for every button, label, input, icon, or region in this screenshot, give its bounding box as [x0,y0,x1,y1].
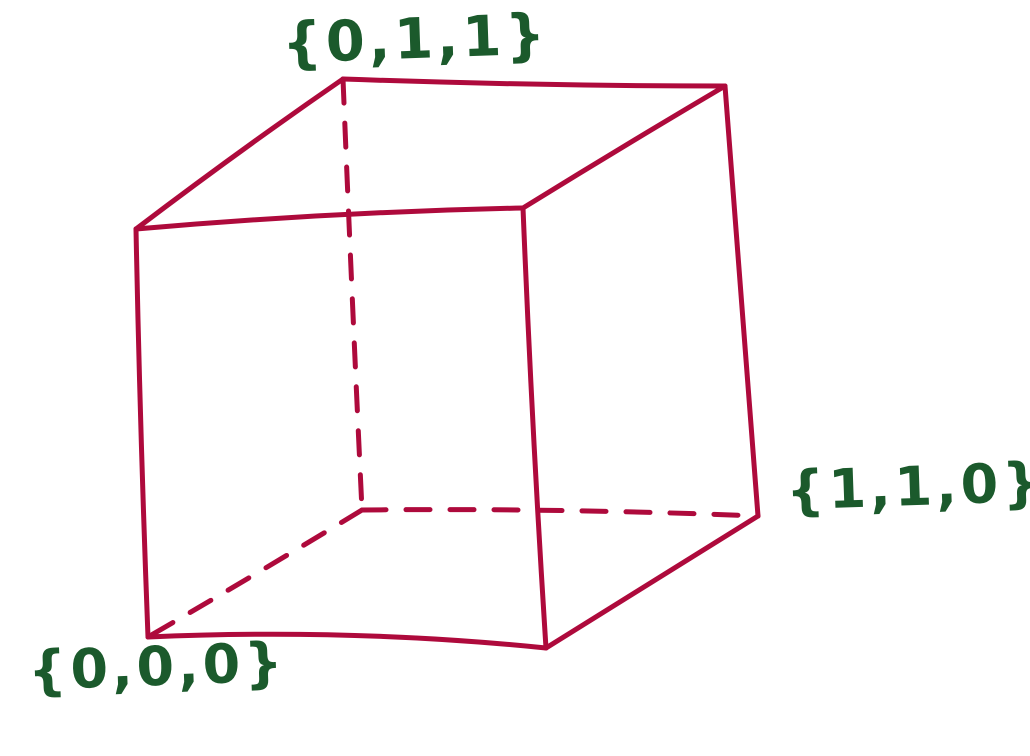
edge-hidden-bottom-left [145,507,365,640]
edge-front-left [133,226,151,640]
edge-front-right [520,205,549,651]
edge-top-left [133,76,346,232]
edge-top-right [520,83,728,211]
vertex-label-bottom-front-left: {0,0,0} [26,630,288,703]
vertex-label-bottom-back-right: {1,1,0} [784,450,1030,523]
edge-bottom-right [543,513,761,651]
edge-back-right [722,83,761,519]
edge-front-bottom [145,631,549,651]
edge-hidden-back-left [340,76,365,513]
vertex-label-top-back-left: {0,1,1} [280,2,551,77]
edge-front-top [133,205,526,232]
edge-top-back [340,76,728,89]
edge-hidden-bottom-back [359,507,761,519]
